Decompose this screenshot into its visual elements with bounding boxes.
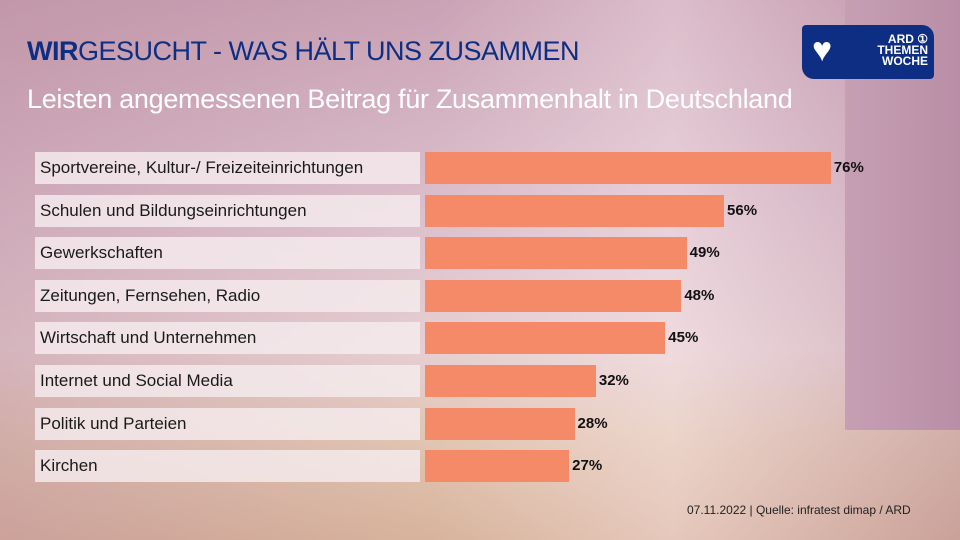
value-label: 48% [684,286,715,304]
ard-themenwoche-logo: ♥ ARD ① THEMEN WOCHE [802,25,934,79]
bar [425,279,682,312]
chart-subtitle: Leisten angemessenen Beitrag für Zusamme… [27,84,793,114]
category-label: Gewerkschaften [35,237,420,270]
category-label: Schulen und Bildungseinrichtungen [35,194,420,227]
bar [425,407,575,440]
category-label: Internet und Social Media [35,365,420,397]
bar [425,365,596,397]
value-label: 49% [689,244,720,262]
bar [425,237,687,270]
bar [425,450,570,483]
value-label: 56% [727,201,758,219]
value-label: 27% [572,457,603,475]
bar [425,152,831,184]
value-label: 28% [577,414,608,432]
category-label: Politik und Parteien [35,407,420,440]
category-label: Zeitungen, Fernsehen, Radio [35,279,420,312]
value-label: 76% [833,159,864,176]
page-title: WIRGESUCHT - WAS HÄLT UNS ZUSAMMEN [27,36,580,66]
category-label: Sportvereine, Kultur-/ Freizeiteinrichtu… [35,152,420,184]
category-label: Wirtschaft und Unternehmen [35,322,420,355]
source-note: 07.11.2022 | Quelle: infratest dimap / A… [687,503,911,517]
heart-icon: ♥ [812,31,833,69]
value-label: 32% [598,372,629,389]
category-label: Kirchen [35,450,420,483]
bar [425,194,725,227]
value-label: 45% [668,329,699,347]
bar [425,322,666,355]
